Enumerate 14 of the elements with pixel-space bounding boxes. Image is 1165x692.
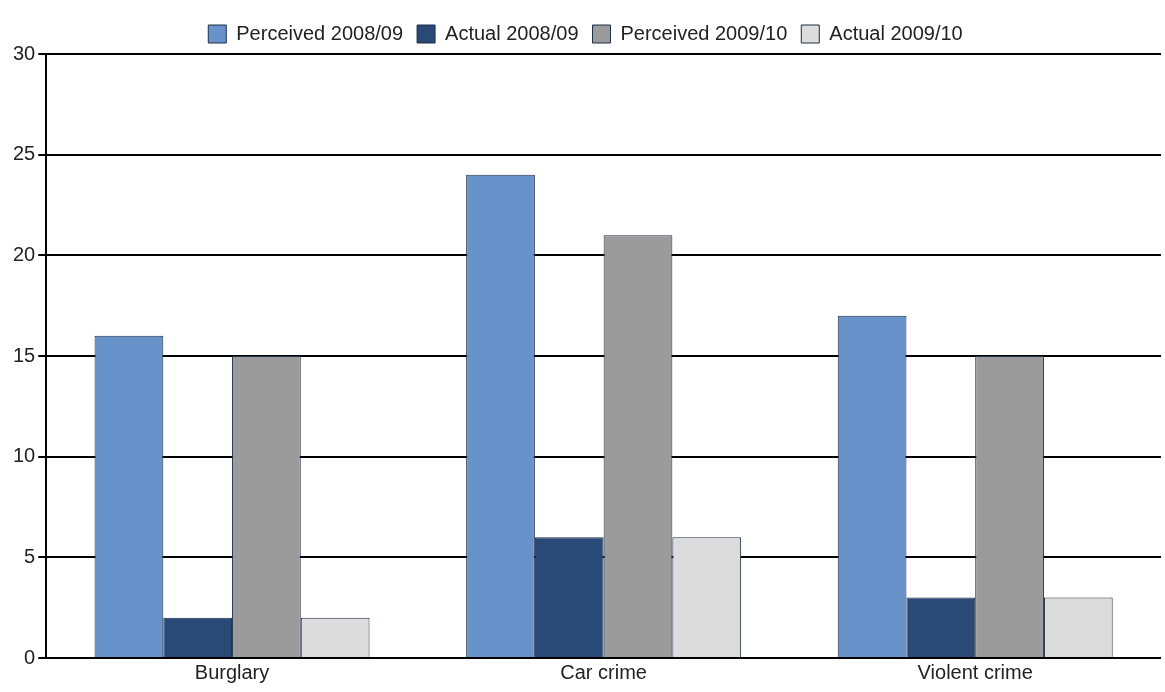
y-tick-label: 5: [24, 544, 36, 567]
y-tick-label: 20: [13, 242, 36, 265]
legend-label: Perceived 2009/10: [620, 21, 788, 44]
y-tick-label: 0: [24, 645, 36, 668]
x-tick-label: Car crime: [560, 660, 647, 683]
legend-label: Perceived 2008/09: [236, 21, 404, 44]
y-tick-label: 10: [13, 444, 36, 467]
y-tick-label: 30: [13, 41, 36, 64]
y-tick-label: 25: [13, 142, 36, 165]
x-tick-label: Violent crime: [917, 660, 1033, 683]
x-tick-label: Burglary: [194, 660, 270, 683]
legend-label: Actual 2008/09: [445, 21, 579, 44]
legend-label: Actual 2009/10: [829, 21, 963, 44]
y-tick-label: 15: [13, 343, 36, 366]
